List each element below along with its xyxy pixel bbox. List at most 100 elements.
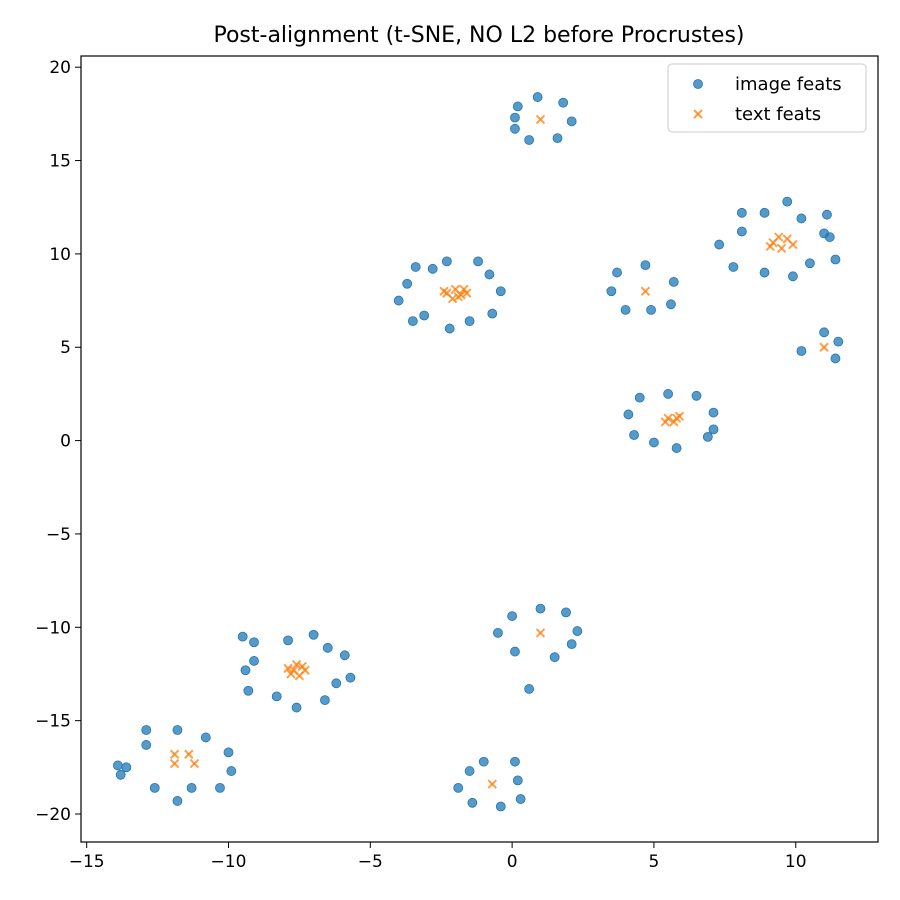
- image-feat-point: [115, 769, 126, 780]
- image-feat-point: [634, 392, 645, 403]
- image-feat-point: [623, 409, 634, 420]
- image-feat-point: [243, 685, 254, 696]
- image-feat-point: [427, 263, 438, 274]
- image-feat-point: [271, 691, 282, 702]
- image-feat-point: [141, 725, 152, 735]
- text-feat-point: [189, 758, 200, 769]
- image-feat-point: [782, 196, 793, 207]
- text-feat-point: [671, 413, 682, 423]
- image-feat-point: [495, 801, 506, 812]
- y-axis: 20 15 10 5 0 −5 −10 −15 −20: [35, 58, 81, 825]
- text-feat-point: [291, 659, 302, 670]
- series-image-feats: [112, 92, 844, 812]
- image-feat-point: [283, 635, 293, 646]
- y-tick-label: 20: [49, 58, 71, 78]
- image-feat-point: [322, 642, 333, 653]
- image-feat-point: [512, 775, 523, 786]
- image-feat-point: [512, 101, 523, 112]
- image-feat-point: [493, 627, 503, 638]
- image-feat-point: [141, 740, 152, 750]
- image-feat-point: [702, 431, 713, 442]
- text-feat-point: [776, 243, 787, 254]
- image-feat-point: [484, 269, 495, 280]
- text-feat-point: [169, 758, 180, 769]
- image-feat-point: [830, 353, 841, 364]
- image-feat-point: [691, 390, 702, 401]
- image-feat-point: [249, 637, 259, 648]
- text-feat-point: [819, 342, 829, 352]
- image-feat-point: [172, 796, 183, 806]
- image-feat-point: [671, 443, 682, 453]
- image-feat-point: [819, 327, 830, 338]
- y-tick-label: 15: [49, 152, 71, 172]
- image-feat-point: [796, 346, 807, 356]
- image-feat-point: [510, 123, 520, 134]
- image-feat-point: [649, 437, 659, 448]
- image-feat-point: [237, 631, 248, 642]
- image-feat-point: [200, 732, 211, 743]
- y-tick-label: 0: [60, 432, 71, 452]
- image-feat-point: [186, 782, 197, 793]
- text-feat-point: [535, 114, 546, 125]
- image-feat-point: [510, 756, 520, 767]
- image-feat-point: [714, 239, 725, 250]
- text-feat-point: [283, 663, 293, 674]
- image-feat-point: [393, 295, 404, 306]
- text-feat-point: [447, 294, 458, 304]
- x-tick-label: −15: [69, 852, 105, 872]
- chart-title: Post-alignment (t-SNE, NO L2 before Proc…: [213, 23, 744, 48]
- y-tick-label: 10: [49, 245, 71, 265]
- image-feat-point: [629, 430, 639, 440]
- image-feat-point: [402, 278, 413, 289]
- image-feat-point: [464, 316, 475, 327]
- legend: image feats text feats: [667, 63, 867, 133]
- y-tick-label: −15: [35, 712, 71, 732]
- text-feat-point: [462, 288, 472, 298]
- image-feat-point: [620, 305, 631, 315]
- image-feat-point: [646, 305, 656, 315]
- image-feat-point: [291, 702, 302, 713]
- x-tick-label: −5: [358, 852, 383, 872]
- x-tick-label: 10: [785, 852, 807, 872]
- image-feat-point: [419, 310, 430, 321]
- image-feat-point: [759, 207, 770, 218]
- text-feat-point: [640, 286, 651, 296]
- image-feat-point: [453, 782, 464, 793]
- image-feat-point: [736, 226, 747, 237]
- legend-label-image-feats: image feats: [735, 74, 842, 95]
- image-feat-point: [549, 652, 560, 663]
- legend-box: [667, 63, 867, 133]
- text-feat-point: [788, 239, 798, 250]
- image-feat-point: [121, 762, 132, 773]
- text-feat-point: [660, 417, 670, 427]
- y-tick-label: −5: [46, 525, 71, 545]
- text-feat-point: [439, 286, 449, 296]
- x-tick-label: 5: [649, 852, 660, 872]
- plot-area: [80, 55, 879, 843]
- image-feat-point: [410, 262, 421, 272]
- image-feat-point: [487, 308, 498, 319]
- image-feat-point: [532, 92, 543, 102]
- image-feat-point: [510, 646, 520, 657]
- image-feat-point: [558, 97, 569, 108]
- text-feat-point: [487, 779, 497, 789]
- image-feat-point: [663, 389, 674, 399]
- image-feat-point: [668, 277, 679, 287]
- image-feat-point: [249, 656, 259, 666]
- x-tick-label: −10: [211, 852, 247, 872]
- legend-label-text-feats: text feats: [735, 104, 821, 125]
- text-feat-point: [535, 628, 546, 638]
- image-feat-point: [320, 695, 330, 706]
- text-feat-point: [289, 665, 299, 675]
- image-feat-point: [612, 267, 622, 278]
- image-feat-point: [822, 209, 832, 220]
- image-feat-point: [473, 256, 483, 267]
- image-feat-point: [830, 254, 841, 265]
- image-feat-point: [226, 766, 237, 776]
- image-feat-point: [345, 672, 356, 683]
- image-feat-point: [464, 766, 475, 776]
- image-feat-point: [524, 684, 535, 694]
- image-feat-point: [572, 626, 583, 636]
- image-feat-point: [441, 256, 452, 267]
